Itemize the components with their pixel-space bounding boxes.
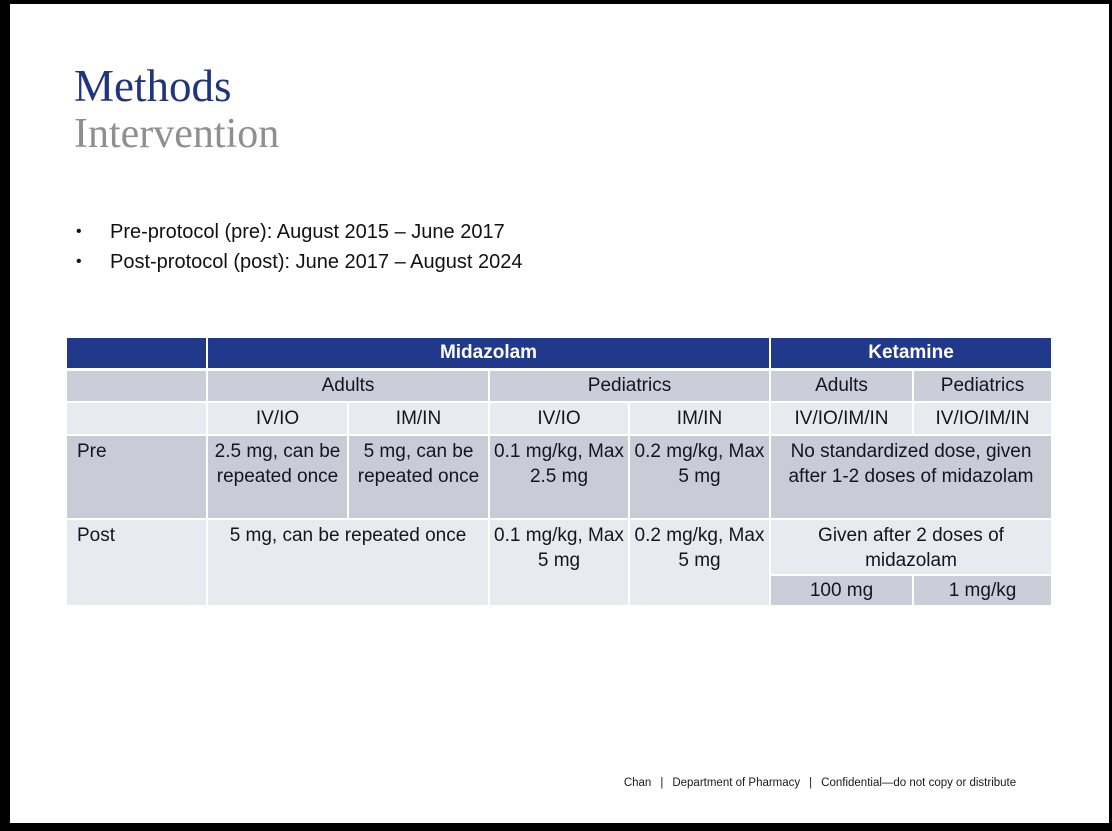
footer-confidential: Confidential—do not copy or distribute	[821, 777, 1017, 789]
table-row-drug-headers: Midazolam Ketamine	[65, 336, 1053, 371]
table-row-route-headers: IV/IO IM/IN IV/IO IM/IN IV/IO/IM/IN IV/I…	[65, 401, 1053, 436]
dosing-table: Midazolam Ketamine Adults Pediatrics Adu…	[65, 336, 1053, 607]
table-row-group-headers: Adults Pediatrics Adults Pediatrics	[65, 368, 1053, 403]
table-header-route: IM/IN	[628, 401, 771, 436]
table-header-route: IV/IO	[206, 401, 349, 436]
table-header-route: IV/IO/IM/IN	[912, 401, 1053, 436]
table-header-ketamine: Ketamine	[769, 336, 1053, 371]
table-header-route: IV/IO	[488, 401, 630, 436]
cell-pre-midazolam-adults-imin: 5 mg, can be repeated once	[347, 434, 490, 520]
table-row-post: Post 5 mg, can be repeated once 0.1 mg/k…	[65, 518, 1053, 607]
table-header-route: IM/IN	[347, 401, 490, 436]
table-header-midazolam-adults: Adults	[206, 368, 490, 403]
footer-department: Department of Pharmacy	[672, 777, 801, 789]
cell-post-ketamine-peds-dose: 1 mg/kg	[912, 574, 1053, 607]
table-header-ketamine-pediatrics: Pediatrics	[912, 368, 1053, 403]
cell-pre-midazolam-peds-imin: 0.2 mg/kg, Max 5 mg	[628, 434, 771, 520]
cell-post-ketamine-note: Given after 2 doses of midazolam	[769, 518, 1053, 576]
row-label-pre: Pre	[65, 434, 208, 520]
cell-pre-midazolam-peds-ivio: 0.1 mg/kg, Max 2.5 mg	[488, 434, 630, 520]
table-cell-empty	[65, 401, 208, 436]
slide: Methods Intervention • Pre-protocol (pre…	[10, 4, 1109, 823]
table-header-midazolam: Midazolam	[206, 336, 771, 371]
table-cell-empty	[65, 368, 208, 403]
footer-author: Chan	[623, 777, 652, 789]
bullet-marker: •	[76, 223, 82, 240]
footer-separator: |	[660, 777, 664, 789]
table-header-midazolam-pediatrics: Pediatrics	[488, 368, 771, 403]
row-label-post: Post	[65, 518, 208, 607]
slide-footer: Chan | Department of Pharmacy | Confidential…	[610, 777, 1030, 789]
footer-separator: |	[809, 777, 813, 789]
title-block: Methods Intervention	[74, 62, 279, 157]
bullet-text: Post-protocol (post): June 2017 – August…	[110, 251, 523, 273]
cell-post-midazolam-peds-ivio: 0.1 mg/kg, Max 5 mg	[488, 518, 630, 607]
slide-subtitle: Intervention	[74, 110, 280, 157]
table-cell-empty	[65, 336, 208, 371]
cell-post-midazolam-adults: 5 mg, can be repeated once	[206, 518, 490, 607]
bullet-list: • Pre-protocol (pre): August 2015 – June…	[76, 217, 523, 277]
table-row-pre: Pre 2.5 mg, can be repeated once 5 mg, c…	[65, 434, 1053, 520]
bullet-item-pre-protocol: • Pre-protocol (pre): August 2015 – June…	[76, 217, 523, 247]
cell-post-ketamine-adults-dose: 100 mg	[769, 574, 914, 607]
cell-post-midazolam-peds-imin: 0.2 mg/kg, Max 5 mg	[628, 518, 771, 607]
bullet-item-post-protocol: • Post-protocol (post): June 2017 – Augu…	[76, 247, 523, 277]
slide-title: Methods	[74, 61, 232, 111]
table-row-post-ketamine-doses: 100 mg 1 mg/kg	[66, 574, 1053, 607]
table-header-ketamine-adults: Adults	[769, 368, 914, 403]
table-header-route: IV/IO/IM/IN	[769, 401, 914, 436]
cell-pre-midazolam-adults-ivio: 2.5 mg, can be repeated once	[206, 434, 349, 520]
bullet-marker: •	[76, 253, 82, 270]
bullet-text: Pre-protocol (pre): August 2015 – June 2…	[110, 221, 505, 243]
cell-pre-ketamine: No standardized dose, given after 1-2 do…	[769, 434, 1053, 520]
